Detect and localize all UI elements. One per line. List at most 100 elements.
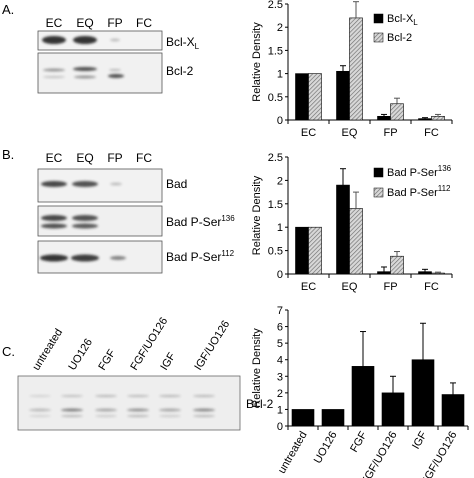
y-axis-label: Relative Density	[251, 328, 263, 408]
panel-b: B. EC EQ FP FC Bad Bad P-Ser136 Bad P-Ser11…	[2, 147, 453, 293]
panel-b-lane-labels: EC EQ FP FC	[46, 151, 153, 165]
blot-band	[127, 395, 149, 397]
x-tick-label: UO126	[312, 430, 340, 466]
blot-band	[108, 74, 124, 78]
blot-band	[95, 408, 117, 412]
x-tick-label: EC	[301, 281, 316, 293]
y-tick-label: 2	[277, 175, 283, 187]
y-tick-label: 4	[277, 355, 283, 367]
bar-bcl-2-3	[431, 115, 445, 121]
blot-band	[159, 415, 181, 417]
lane-label-1: EQ	[76, 151, 93, 165]
blot-label-bad: Bad	[166, 177, 187, 191]
legend-label: Bad P-Ser136	[387, 164, 452, 179]
y-axis-label: Relative Density	[251, 22, 263, 102]
blot-band	[110, 38, 120, 42]
blot-band	[40, 254, 68, 262]
y-tick-label: 0	[277, 269, 283, 281]
y-axis-label: Relative Density	[251, 175, 263, 255]
x-tick-label: FC	[424, 127, 439, 139]
x-tick-label: IGF	[410, 429, 430, 451]
x-tick-label: FP	[383, 127, 397, 139]
y-tick-label: 7	[277, 305, 283, 317]
blot-band	[61, 395, 83, 397]
x-tick-label: EQ	[342, 281, 358, 293]
blot-band	[95, 415, 117, 417]
lane-label-2: FP	[107, 16, 122, 30]
blot-band	[193, 408, 215, 412]
blot-band	[72, 181, 98, 187]
lane-label-2: FP	[107, 151, 122, 165]
y-tick-label: 2	[277, 388, 283, 400]
y-tick-label: 1.5	[268, 45, 283, 57]
bar-bad-p-ser136-1	[336, 184, 350, 275]
bar-bad-p-ser112-0	[308, 226, 322, 275]
blot-label-bad-p-ser136: Bad P-Ser136	[166, 214, 235, 229]
blot-band	[109, 69, 121, 71]
blot-band	[61, 408, 83, 412]
bar-value-3	[381, 392, 405, 427]
x-tick-label: EQ	[342, 127, 358, 139]
blot-bad-p-ser136	[37, 205, 163, 237]
panel-b-bands	[40, 181, 126, 262]
blot-band	[29, 395, 51, 397]
blot-band	[95, 395, 117, 397]
bar-value-2	[351, 366, 375, 427]
blot-band	[61, 415, 83, 417]
blot-band	[72, 215, 98, 221]
y-tick-label: 2	[277, 22, 283, 34]
blot-band	[43, 68, 65, 72]
lane-label-1: EQ	[76, 16, 93, 30]
panel-c-bands	[29, 395, 215, 417]
legend-swatch	[373, 187, 384, 198]
blot-band	[74, 75, 96, 79]
panel-a-bands	[42, 36, 124, 79]
legend-swatch	[373, 32, 384, 43]
blot-band	[71, 254, 99, 262]
bar-bcl-2-1	[349, 17, 363, 121]
blot-label-bad-p-ser112: Bad P-Ser112	[166, 249, 235, 264]
lane-label-3: FC	[136, 16, 152, 30]
blot-band	[127, 415, 149, 417]
y-tick-label: 1	[277, 69, 283, 81]
lane-label-2: FGF	[96, 347, 118, 372]
y-tick-label: 0	[277, 421, 283, 433]
blot-label-bcl-2: Bcl-2	[166, 64, 194, 78]
blot-band	[73, 36, 97, 44]
y-tick-label: 0	[277, 115, 283, 127]
x-tick-label: untreated	[276, 430, 310, 476]
y-tick-label: 0.5	[268, 92, 283, 104]
legend-label: Bcl-2	[387, 32, 412, 44]
bar-bcl-xl-0	[295, 73, 309, 121]
lane-label-0: untreated	[30, 327, 65, 373]
blot-band	[29, 408, 51, 412]
blot-band	[193, 415, 215, 417]
bar-bad-p-ser136-3	[418, 271, 432, 275]
panel-b-label: B.	[2, 147, 14, 162]
blot-band	[43, 76, 65, 78]
y-tick-label: 1.5	[268, 199, 283, 211]
lane-label-1: UO126	[66, 337, 95, 373]
bar-bad-p-ser112-1	[349, 208, 363, 275]
bar-value-4	[411, 359, 435, 427]
x-tick-label: FP	[383, 281, 397, 293]
legend-swatch	[373, 13, 384, 24]
legend-label: Bcl-XL	[387, 13, 418, 27]
lane-label-4: IGF	[158, 350, 178, 372]
blot-bcl-xl	[37, 30, 163, 51]
x-tick-label: FGF	[348, 429, 370, 454]
chart-a: 0 0.5 1 1.5 2 2.5 Relative Density EC EQ FP FC Bcl-…	[251, 0, 453, 139]
panel-a: A. EC EQ FP FC Bcl-XL Bcl-2 0 0.5 1 1.5 2 2.5 Rel…	[2, 0, 453, 139]
panel-c-label: C.	[2, 344, 15, 359]
legend-swatch	[373, 167, 384, 178]
blot-band	[42, 36, 66, 44]
legend-label: Bad P-Ser112	[387, 184, 451, 199]
blot-band	[73, 67, 97, 71]
blot-band	[110, 182, 122, 186]
lane-label-3: FC	[136, 151, 152, 165]
blot-band	[72, 223, 98, 229]
panel-a-label: A.	[2, 2, 14, 17]
bar-value-1	[321, 409, 345, 427]
blot-band	[110, 256, 126, 260]
bar-bad-p-ser112-2	[390, 255, 404, 275]
